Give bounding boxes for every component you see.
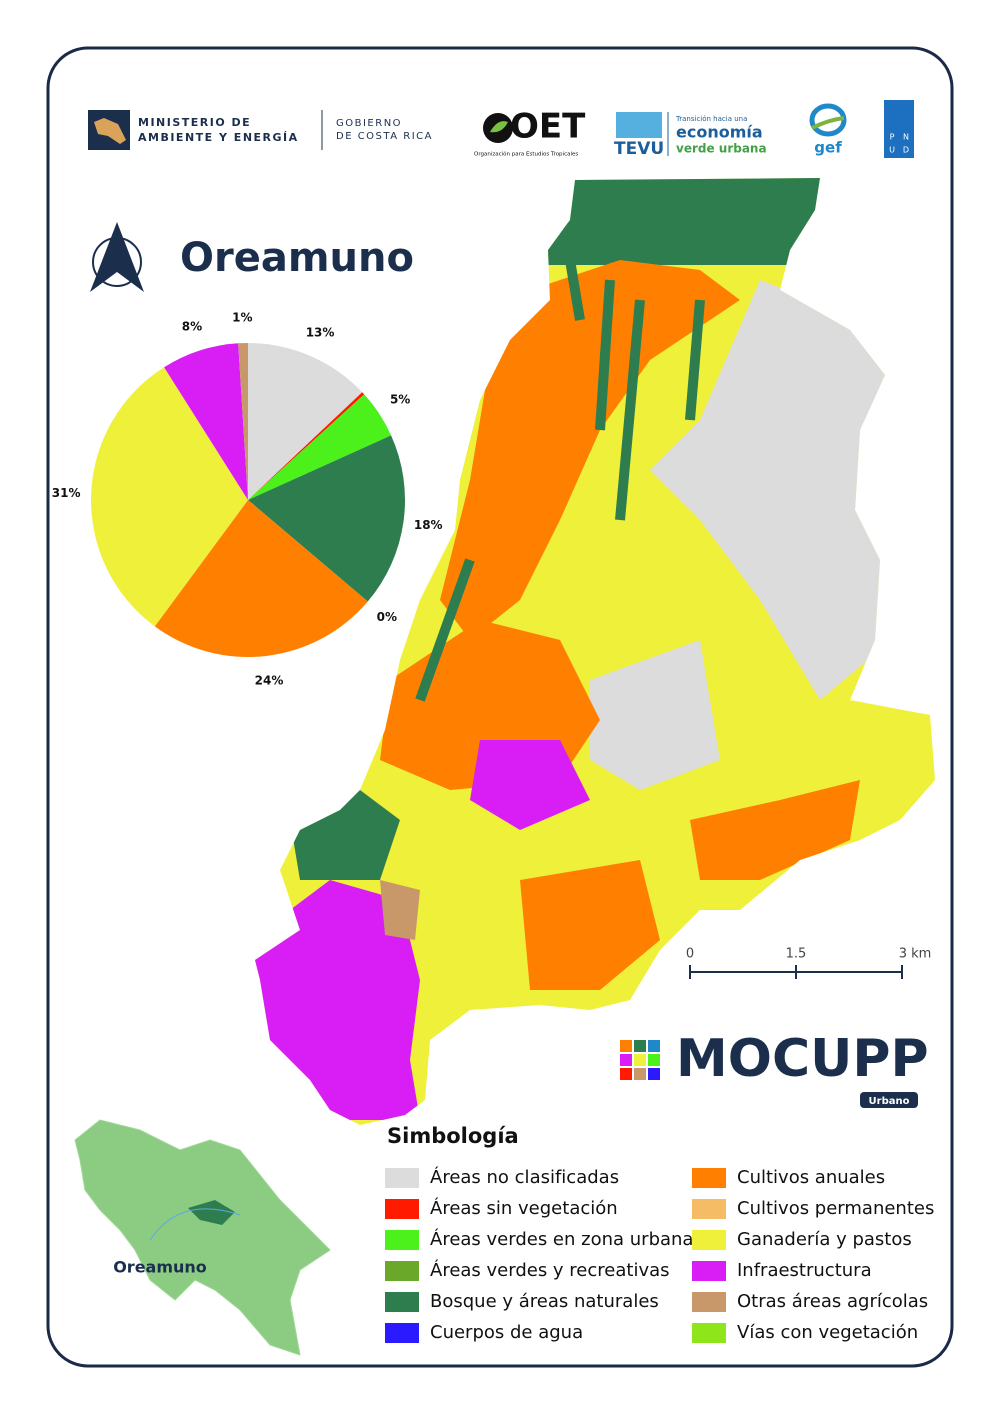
- map-unclassified: [650, 280, 890, 700]
- pie-slice: [90, 367, 248, 627]
- north-arrow: [90, 222, 144, 292]
- scale-label: 1.5: [786, 947, 807, 962]
- legend-swatch: [385, 1323, 419, 1343]
- legend-title: Simbología: [387, 1124, 519, 1148]
- legend-label: Otras áreas agrícolas: [737, 1291, 928, 1312]
- pie-label: 18%: [414, 518, 443, 532]
- legend-label: Cultivos permanentes: [737, 1198, 934, 1219]
- pie-label: 24%: [255, 673, 284, 687]
- pie-slice: [248, 392, 365, 500]
- legend-label: Áreas verdes en zona urbana: [430, 1228, 693, 1250]
- brand: MOCUPP Urbano: [620, 1029, 929, 1108]
- legend-swatch: [692, 1323, 726, 1343]
- pie-chart: 13% 5% 18% 0% 24% 31% 8% 1%: [52, 311, 443, 688]
- legend-swatch: [385, 1292, 419, 1312]
- pie-slice: [248, 435, 405, 602]
- legend-swatch: [692, 1261, 726, 1281]
- legend-label: Cuerpos de agua: [430, 1322, 583, 1343]
- pie-slice: [238, 343, 248, 500]
- gef-swoosh: [811, 116, 845, 130]
- oet-subtitle: Organización para Estudios Tropicales: [474, 151, 578, 158]
- scale-label: 3 km: [899, 947, 932, 962]
- pnud-letter: N: [903, 133, 909, 142]
- legend-label: Infraestructura: [737, 1260, 872, 1281]
- pnud-letter: P: [890, 133, 895, 142]
- pie-label: 1%: [232, 311, 252, 325]
- scale-label: 0: [686, 947, 694, 962]
- ministry-text: AMBIENTE Y ENERGÍA: [138, 131, 299, 144]
- pie-label: 31%: [52, 486, 81, 500]
- legend: Simbología Áreas no clasificadas Áreas si…: [385, 1124, 934, 1343]
- tevu-tagline: Transición hacia una: [675, 115, 747, 123]
- legend-swatch: [385, 1168, 419, 1188]
- legend-label: Cultivos anuales: [737, 1167, 885, 1188]
- ministry-text: MINISTERIO DE: [138, 116, 251, 129]
- scale-bar: 0 1.5 3 km: [686, 947, 932, 979]
- legend-label: Ganadería y pastos: [737, 1229, 912, 1250]
- pie-slice: [164, 343, 248, 500]
- pie-slice: [248, 343, 363, 500]
- government-text: DE COSTA RICA: [336, 131, 433, 142]
- emblem-shape: [94, 118, 126, 144]
- header: MINISTERIO DE AMBIENTE Y ENERGÍA GOBIERN…: [88, 100, 914, 159]
- map-crops: [440, 260, 740, 640]
- tevu-tagline: economía: [676, 123, 763, 142]
- legend-swatch: [385, 1199, 419, 1219]
- brand-subtitle: Urbano: [869, 1096, 910, 1107]
- pnud-letter: U: [889, 146, 895, 155]
- pie-slice: [248, 394, 392, 500]
- legend-swatch: [692, 1199, 726, 1219]
- pie-slice: [154, 500, 368, 657]
- legend-swatch: [385, 1261, 419, 1281]
- legend-swatch: [692, 1168, 726, 1188]
- oet-logo: OET: [510, 107, 586, 147]
- pnud-logo: [884, 100, 914, 158]
- map-infrastructure: [255, 880, 420, 1120]
- inset-map: Oreamuno: [74, 1119, 331, 1356]
- legend-label: Áreas verdes y recreativas: [430, 1259, 670, 1281]
- map-forest-strip: [415, 199, 705, 702]
- brand-name: MOCUPP: [676, 1029, 929, 1089]
- pie-label: 13%: [306, 325, 335, 339]
- map-unclassified: [590, 640, 720, 790]
- brand-badge: [860, 1092, 918, 1108]
- pie-label: 5%: [390, 393, 410, 407]
- government-text: GOBIERNO: [336, 118, 402, 129]
- tevu-logo: TEVU: [614, 139, 664, 159]
- gef-logo: gef: [814, 139, 842, 157]
- tevu-tagline: verde urbana: [676, 142, 767, 156]
- legend-label: Áreas no clasificadas: [430, 1166, 619, 1188]
- inset-label: Oreamuno: [113, 1258, 207, 1277]
- legend-swatch: [692, 1230, 726, 1250]
- pnud-letter: D: [903, 146, 909, 155]
- map-crops: [520, 860, 660, 990]
- legend-label: Vías con vegetación: [737, 1322, 918, 1343]
- legend-swatch: [385, 1230, 419, 1250]
- map-other-agri: [380, 880, 420, 940]
- legend-label: Bosque y áreas naturales: [430, 1291, 659, 1312]
- map-crops: [690, 780, 860, 880]
- map-infrastructure: [470, 740, 590, 830]
- tevu-icon: [616, 112, 662, 138]
- pie-label: 0%: [377, 610, 397, 624]
- title: Oreamuno: [180, 235, 414, 281]
- oet-leaf: [490, 121, 508, 133]
- legend-swatch: [692, 1292, 726, 1312]
- pie-label: 8%: [182, 319, 202, 333]
- legend-label: Áreas sin vegetación: [430, 1197, 618, 1219]
